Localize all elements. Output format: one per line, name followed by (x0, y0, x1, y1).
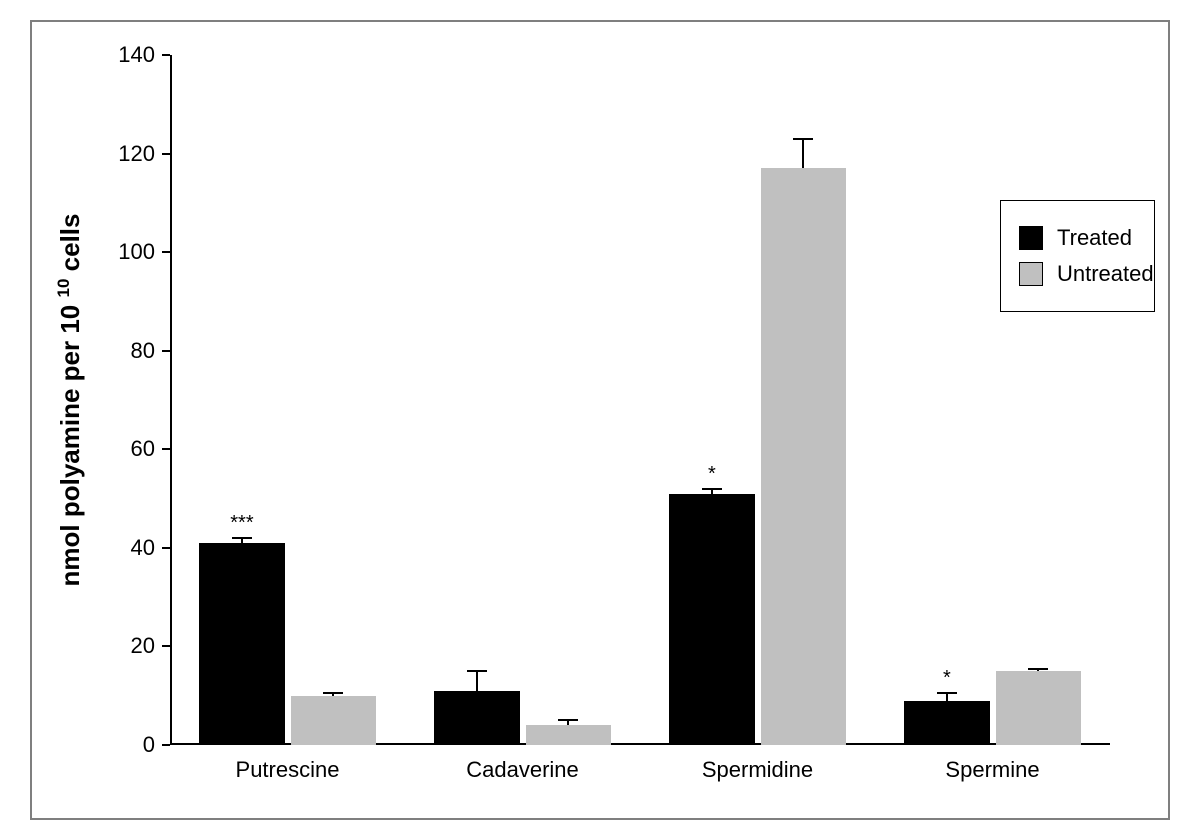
error-cap (793, 138, 813, 140)
y-tick-label: 80 (115, 338, 155, 364)
y-tick (162, 547, 170, 549)
x-category-label: Spermidine (702, 757, 813, 783)
legend-label-untreated: Untreated (1057, 261, 1154, 287)
y-axis-title-sup: 10 (54, 279, 73, 298)
bar-untreated (996, 671, 1081, 745)
y-tick-label: 0 (115, 732, 155, 758)
y-tick (162, 251, 170, 253)
bar-treated (434, 691, 519, 745)
plot-area (170, 55, 1110, 745)
y-tick-label: 100 (115, 239, 155, 265)
error-cap (937, 692, 957, 694)
y-tick-label: 20 (115, 633, 155, 659)
error-cap (323, 692, 343, 694)
legend-row-untreated: Untreated (1019, 261, 1136, 287)
x-category-label: Putrescine (236, 757, 340, 783)
bar-untreated (526, 725, 611, 745)
y-tick (162, 744, 170, 746)
x-category-label: Cadaverine (466, 757, 579, 783)
error-cap (558, 719, 578, 721)
bar-treated (904, 701, 989, 745)
y-tick-label: 140 (115, 42, 155, 68)
legend-swatch-treated (1019, 226, 1043, 250)
y-tick (162, 350, 170, 352)
y-tick-label: 60 (115, 436, 155, 462)
y-tick-label: 40 (115, 535, 155, 561)
y-tick-label: 120 (115, 141, 155, 167)
error-stem (476, 671, 478, 691)
y-tick (162, 448, 170, 450)
error-cap (1028, 668, 1048, 670)
legend-row-treated: Treated (1019, 225, 1136, 251)
legend-swatch-untreated (1019, 262, 1043, 286)
error-cap (702, 488, 722, 490)
y-axis-title-pre: nmol polyamine per 10 (55, 305, 85, 587)
error-stem (802, 139, 804, 169)
y-tick (162, 645, 170, 647)
significance-marker: * (943, 667, 951, 690)
y-axis-title: nmol polyamine per 10 10 cells (54, 214, 86, 587)
bar-untreated (761, 168, 846, 745)
error-cap (467, 670, 487, 672)
error-stem (946, 693, 948, 700)
bar-treated (669, 494, 754, 745)
significance-marker: * (708, 463, 716, 486)
x-category-label: Spermine (945, 757, 1039, 783)
y-axis-title-post: cells (55, 214, 85, 279)
legend: Treated Untreated (1000, 200, 1155, 312)
bar-treated (199, 543, 284, 745)
legend-label-treated: Treated (1057, 225, 1132, 251)
y-tick (162, 54, 170, 56)
error-cap (232, 537, 252, 539)
significance-marker: *** (230, 512, 253, 535)
bar-untreated (291, 696, 376, 745)
y-tick (162, 153, 170, 155)
